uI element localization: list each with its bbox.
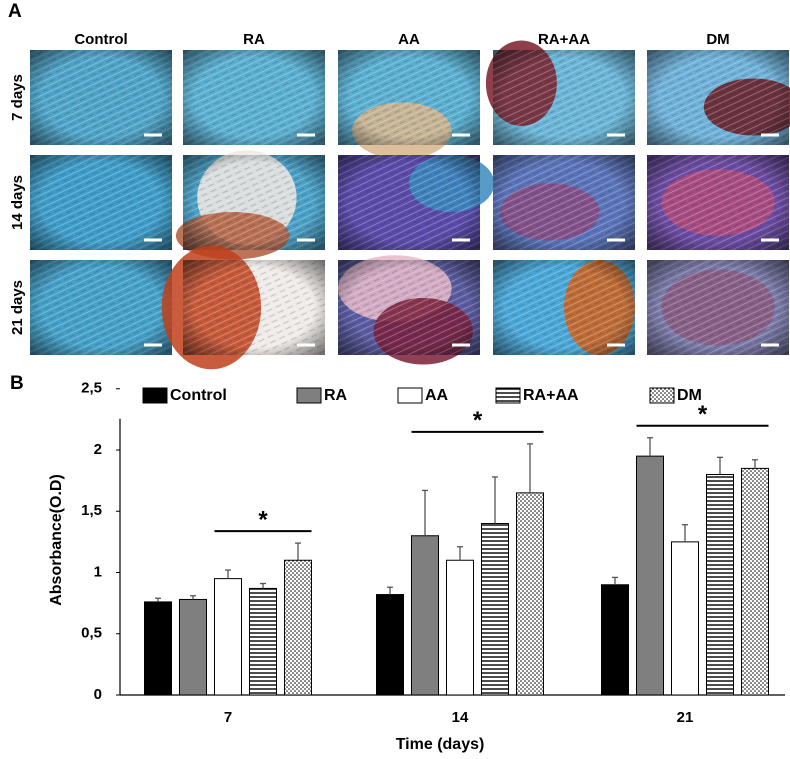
row-label: 14 days bbox=[9, 175, 26, 230]
bar bbox=[249, 587, 277, 696]
y-tick-label: 0,5 bbox=[81, 625, 102, 642]
legend-label: RA+AA bbox=[523, 387, 579, 404]
vignette bbox=[30, 155, 172, 250]
vignette bbox=[493, 155, 635, 250]
significance-mark: * bbox=[258, 506, 268, 533]
bar bbox=[706, 474, 734, 696]
legend-swatch bbox=[142, 387, 168, 404]
bar bbox=[214, 578, 242, 696]
vignette bbox=[338, 260, 480, 355]
vignette bbox=[183, 50, 325, 145]
legend-swatch bbox=[495, 387, 521, 404]
bar bbox=[481, 523, 509, 696]
y-tick-label: 1,5 bbox=[81, 502, 102, 519]
bar bbox=[741, 467, 769, 696]
panel-label: A bbox=[8, 1, 22, 22]
y-tick-label: 2,5 bbox=[81, 380, 102, 397]
vignette bbox=[647, 50, 789, 145]
vignette bbox=[647, 155, 789, 250]
x-tick-label: 21 bbox=[677, 709, 694, 726]
vignette bbox=[338, 155, 480, 250]
vignette bbox=[647, 260, 789, 355]
row-label: 21 days bbox=[9, 280, 26, 335]
legend-label: DM bbox=[677, 387, 702, 404]
bar bbox=[601, 584, 629, 696]
bar bbox=[376, 594, 404, 696]
legend-label: RA bbox=[324, 387, 348, 404]
column-label: RA+AA bbox=[538, 31, 590, 48]
bar bbox=[284, 559, 312, 696]
column-label: RA bbox=[243, 31, 265, 48]
column-label: Control bbox=[74, 31, 127, 48]
bar bbox=[411, 535, 439, 696]
bar bbox=[179, 598, 207, 696]
column-label: AA bbox=[398, 31, 420, 48]
vignette bbox=[493, 260, 635, 355]
y-axis-title: Absorbance(O.D) bbox=[48, 474, 65, 606]
legend-label: Control bbox=[170, 387, 227, 404]
bar bbox=[671, 541, 699, 696]
legend-label: AA bbox=[425, 387, 449, 404]
y-tick-label: 1 bbox=[94, 563, 102, 580]
vignette bbox=[183, 260, 325, 355]
vignette bbox=[30, 260, 172, 355]
column-label: DM bbox=[706, 31, 729, 48]
y-tick-label: 0 bbox=[94, 686, 102, 703]
legend-swatch bbox=[296, 387, 322, 404]
row-label: 7 days bbox=[9, 74, 26, 121]
bar bbox=[636, 455, 664, 696]
legend-swatch bbox=[397, 387, 423, 404]
panel-label: B bbox=[10, 373, 24, 394]
bar bbox=[144, 601, 172, 696]
bar bbox=[446, 559, 474, 696]
legend-swatch bbox=[649, 387, 675, 404]
significance-mark: * bbox=[473, 407, 483, 434]
significance-mark: * bbox=[698, 401, 708, 428]
vignette bbox=[338, 50, 480, 145]
x-axis-title: Time (days) bbox=[396, 736, 485, 753]
y-tick-label: 2 bbox=[94, 441, 102, 458]
bar bbox=[516, 492, 544, 696]
vignette bbox=[493, 50, 635, 145]
vignette bbox=[183, 155, 325, 250]
x-tick-label: 7 bbox=[224, 709, 232, 726]
x-tick-label: 14 bbox=[452, 709, 469, 726]
vignette bbox=[30, 50, 172, 145]
